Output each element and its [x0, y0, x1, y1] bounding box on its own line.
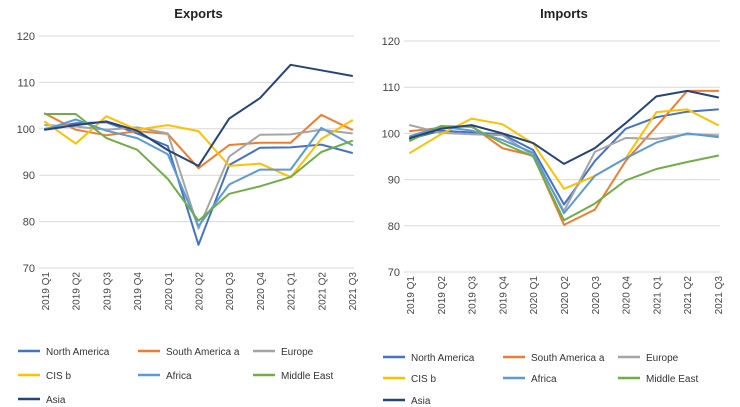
imports-x-tick-label: 2019 Q4 — [498, 276, 509, 315]
exports-x-tick-label: 2020 Q2 — [195, 272, 206, 311]
imports-chart: Imports 70 80 90 100 110 120 2019 Q1 2019 Q2 2019… — [382, 6, 725, 407]
exports-y-tick-label: 80 — [23, 217, 35, 229]
exports-y-tick-label: 110 — [17, 77, 35, 89]
exports-x-tick-label: 2020 Q4 — [256, 272, 267, 311]
exports-series-line-south-america-a — [44, 112, 353, 170]
imports-legend-label: North America — [411, 353, 475, 364]
imports-y-tick-label: 80 — [388, 221, 400, 233]
imports-legend-item: North America — [383, 353, 475, 364]
exports-x-tick-label: 2021 Q1 — [287, 272, 298, 311]
imports-legend-item: Asia — [383, 396, 431, 407]
exports-legend-label: CIS b — [46, 371, 71, 382]
exports-series-line-europe — [44, 124, 353, 230]
exports-x-tick-label: 2019 Q4 — [133, 272, 144, 311]
imports-x-tick-label: 2020 Q1 — [529, 276, 540, 315]
imports-x-tick-label: 2019 Q1 — [406, 276, 417, 315]
exports-legend-item: Asia — [18, 395, 66, 406]
exports-y-tick-label: 100 — [17, 124, 35, 136]
exports-x-tick-label: 2021 Q2 — [317, 272, 328, 311]
exports-title: Exports — [174, 6, 222, 21]
exports-chart: Exports 70 80 90 100 110 120 2019 Q1 2019 Q2 2019… — [17, 6, 359, 406]
exports-series-line-africa — [44, 118, 353, 228]
imports-x-tick-label: 2020 Q3 — [591, 276, 602, 315]
imports-series-line-middle-east — [409, 125, 719, 222]
imports-legend-label: Middle East — [646, 374, 698, 385]
exports-series-line-middle-east — [44, 113, 353, 222]
imports-x-tick-label: 2019 Q2 — [437, 276, 448, 315]
exports-legend-label: Africa — [166, 371, 192, 382]
imports-x-tick-label: 2020 Q4 — [622, 276, 633, 315]
exports-legend-item: Europe — [253, 347, 314, 358]
imports-legend-label: Asia — [411, 396, 431, 407]
imports-legend-label: Europe — [646, 353, 679, 364]
imports-x-tick-label: 2021 Q2 — [683, 276, 694, 315]
exports-y-tick-label: 120 — [17, 31, 35, 43]
exports-legend-label: South America a — [166, 347, 240, 358]
imports-x-tick-label: 2021 Q3 — [714, 276, 725, 315]
imports-y-tick-label: 120 — [382, 36, 400, 48]
imports-title: Imports — [540, 6, 588, 21]
exports-series-line-asia — [44, 63, 353, 167]
imports-x-tick-label: 2019 Q3 — [468, 276, 479, 315]
exports-legend-item: South America a — [138, 347, 240, 358]
imports-y-tick-label: 110 — [382, 82, 400, 94]
exports-x-tick-label: 2020 Q3 — [225, 272, 236, 311]
exports-legend-item: Africa — [138, 371, 192, 382]
exports-legend-item: North America — [18, 347, 110, 358]
exports-x-tick-label: 2019 Q1 — [41, 272, 52, 311]
imports-series-line-europe — [409, 124, 719, 212]
exports-legend-label: North America — [46, 347, 110, 358]
exports-legend-label: Asia — [46, 395, 66, 406]
imports-legend-label: South America a — [531, 353, 605, 364]
imports-legend-item: Africa — [503, 374, 557, 385]
exports-legend-label: Middle East — [281, 371, 333, 382]
exports-series-line-cis-b — [44, 115, 353, 179]
imports-legend-label: Africa — [531, 374, 557, 385]
imports-series-line-asia — [409, 89, 719, 165]
imports-legend-item: Middle East — [618, 374, 698, 385]
exports-x-tick-label: 2019 Q2 — [72, 272, 83, 311]
imports-legend-item: CIS b — [383, 374, 436, 385]
imports-legend-item: South America a — [503, 353, 605, 364]
imports-series-line-north-america — [409, 108, 719, 206]
imports-legend-item: Europe — [618, 353, 679, 364]
exports-x-tick-label: 2021 Q3 — [348, 272, 359, 311]
imports-y-tick-label: 70 — [388, 267, 400, 279]
exports-legend-label: Europe — [281, 347, 314, 358]
imports-y-tick-label: 90 — [388, 175, 400, 187]
imports-x-tick-label: 2021 Q1 — [652, 276, 663, 315]
exports-x-tick-label: 2019 Q3 — [102, 272, 113, 311]
imports-x-tick-label: 2020 Q2 — [560, 276, 571, 315]
exports-legend-item: CIS b — [18, 371, 71, 382]
imports-series-line-africa — [409, 125, 719, 215]
exports-y-tick-label: 90 — [23, 170, 35, 182]
exports-y-tick-label: 70 — [23, 263, 35, 275]
imports-series-line-cis-b — [409, 108, 719, 190]
exports-legend-item: Middle East — [253, 371, 333, 382]
imports-legend-label: CIS b — [411, 374, 436, 385]
exports-x-tick-label: 2020 Q1 — [164, 272, 175, 311]
imports-y-tick-label: 100 — [382, 128, 400, 140]
